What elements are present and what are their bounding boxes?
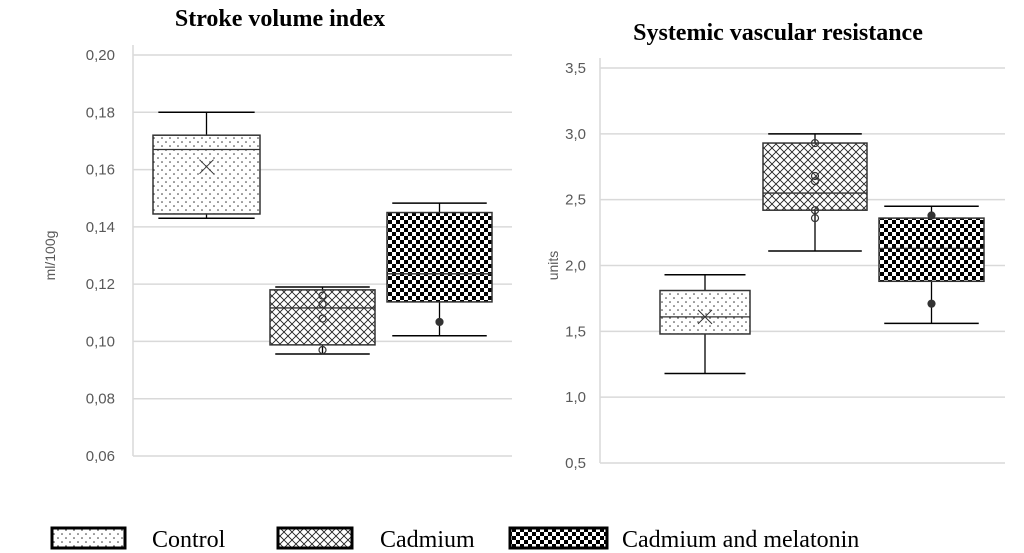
- y-tick-label: 0,08: [86, 391, 115, 408]
- legend-swatch: [508, 526, 609, 550]
- y-tick-label: 0,18: [86, 104, 115, 121]
- y-tick-label: 0,20: [86, 47, 115, 64]
- mean-marker: [697, 309, 713, 325]
- data-point: [810, 138, 820, 148]
- data-point: [435, 317, 444, 327]
- box-cadmium-and-melatonin: [878, 217, 985, 283]
- y-tick-label: 0,12: [86, 276, 115, 293]
- legend-swatch: [50, 526, 127, 550]
- y-tick-label: 0,06: [86, 448, 115, 465]
- data-point: [318, 300, 327, 309]
- y-tick-label: 3,0: [565, 126, 586, 143]
- data-point: [810, 206, 820, 215]
- data-point: [927, 211, 936, 220]
- box-control: [659, 289, 751, 335]
- y-tick-label: 1,0: [565, 389, 586, 406]
- legend-label: Cadmium and melatonin: [622, 527, 859, 553]
- y-axis-label: ml/100g: [42, 231, 58, 281]
- data-point: [810, 171, 820, 181]
- data-point: [318, 345, 327, 355]
- legend-label: Cadmium: [380, 527, 475, 553]
- legend-swatch: [276, 526, 354, 550]
- mean-marker: [199, 159, 214, 175]
- y-axis-label: units: [545, 251, 561, 281]
- y-tick-label: 0,10: [86, 333, 115, 350]
- y-tick-label: 1,5: [565, 323, 586, 340]
- y-tick-label: 0,5: [565, 455, 586, 472]
- box-cadmium: [269, 289, 376, 346]
- y-tick-label: 2,0: [565, 258, 586, 275]
- y-tick-label: 2,5: [565, 192, 586, 209]
- chart-title: Stroke volume index: [175, 6, 385, 32]
- legend-label: Control: [152, 527, 226, 553]
- data-point: [318, 291, 327, 300]
- y-tick-label: 3,5: [565, 60, 586, 77]
- data-point: [927, 299, 936, 308]
- box-cadmium: [762, 142, 868, 211]
- chart-title: Systemic vascular resistance: [633, 20, 923, 46]
- data-point: [318, 314, 327, 323]
- y-tick-label: 0,14: [86, 219, 115, 236]
- box-control: [152, 134, 261, 215]
- data-point: [810, 214, 820, 223]
- data-point: [810, 177, 820, 186]
- y-tick-label: 0,16: [86, 162, 115, 179]
- box-cadmium-and-melatonin: [386, 211, 493, 303]
